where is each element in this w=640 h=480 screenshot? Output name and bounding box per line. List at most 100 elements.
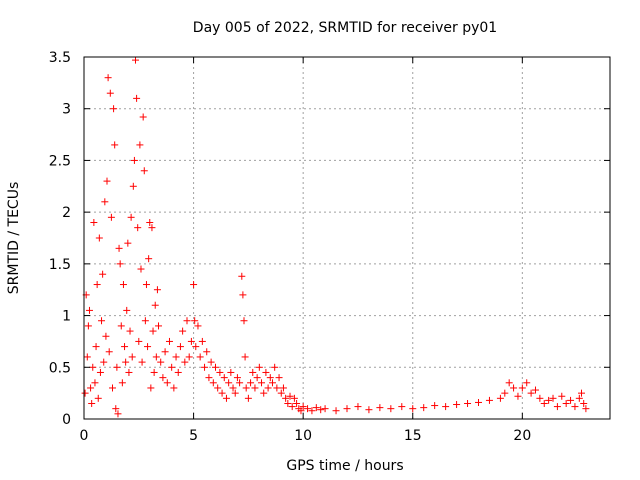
data-point xyxy=(116,260,124,268)
data-point xyxy=(125,368,133,376)
data-point xyxy=(93,281,101,289)
data-point xyxy=(218,389,226,397)
data-point xyxy=(198,337,206,345)
y-tick-label: 1.5 xyxy=(49,257,71,273)
data-point xyxy=(227,368,235,376)
data-point xyxy=(170,384,178,392)
x-tick-label: 10 xyxy=(294,428,312,444)
x-tick-label: 15 xyxy=(404,428,422,444)
data-point xyxy=(201,363,209,371)
data-point xyxy=(161,348,169,356)
data-point xyxy=(138,358,146,366)
axis-ticks xyxy=(83,56,610,420)
data-point xyxy=(231,389,239,397)
data-point xyxy=(251,384,259,392)
data-point xyxy=(150,368,158,376)
data-point xyxy=(142,281,150,289)
data-point xyxy=(183,317,191,325)
data-point xyxy=(420,404,428,412)
data-point xyxy=(567,396,575,404)
data-point xyxy=(240,317,248,325)
data-point xyxy=(242,384,250,392)
data-point xyxy=(98,317,106,325)
data-point xyxy=(387,405,395,413)
data-point xyxy=(233,374,241,382)
data-point xyxy=(214,384,222,392)
data-point xyxy=(95,234,103,242)
data-point xyxy=(321,405,329,413)
y-tick-label: 0 xyxy=(62,412,71,428)
data-point xyxy=(110,105,118,113)
data-point xyxy=(149,327,157,335)
data-point xyxy=(485,396,493,404)
data-point xyxy=(84,322,92,330)
data-point xyxy=(258,379,266,387)
data-point xyxy=(549,394,557,402)
grid xyxy=(84,57,610,419)
y-tick-labels: 0 0.5 1 1.5 2 2.5 3 3.5 xyxy=(49,50,71,428)
data-point xyxy=(304,405,312,413)
data-point xyxy=(308,407,316,415)
data-point xyxy=(99,270,107,278)
data-point xyxy=(89,363,97,371)
data-point xyxy=(207,358,215,366)
data-point xyxy=(255,363,263,371)
data-point xyxy=(140,167,148,175)
x-tick-labels: 0 5 10 15 20 xyxy=(80,428,532,444)
data-point xyxy=(115,244,123,252)
y-tick-label: 2 xyxy=(62,205,71,221)
data-point xyxy=(134,224,142,232)
data-point xyxy=(102,332,110,340)
data-point xyxy=(163,379,171,387)
data-point xyxy=(124,239,132,247)
data-point xyxy=(111,141,119,149)
data-point xyxy=(191,317,199,325)
data-point xyxy=(453,401,461,409)
data-point xyxy=(123,306,131,314)
data-point xyxy=(409,405,417,413)
data-point xyxy=(121,343,129,351)
data-point xyxy=(117,322,125,330)
data-point xyxy=(85,306,93,314)
data-point xyxy=(354,403,362,411)
data-point xyxy=(187,337,195,345)
data-point xyxy=(431,402,439,410)
data-point xyxy=(343,405,351,413)
x-tick-label: 20 xyxy=(513,428,531,444)
data-point xyxy=(165,337,173,345)
data-point xyxy=(122,358,130,366)
data-point xyxy=(536,394,544,402)
data-point xyxy=(514,392,522,400)
data-point xyxy=(442,403,450,411)
data-point xyxy=(282,394,290,402)
data-point xyxy=(288,403,296,411)
data-point xyxy=(87,384,95,392)
data-point xyxy=(132,56,140,64)
data-point xyxy=(96,368,104,376)
data-point xyxy=(527,389,535,397)
data-point xyxy=(545,396,553,404)
data-point xyxy=(260,389,268,397)
data-point xyxy=(81,389,89,397)
data-point xyxy=(241,353,249,361)
data-point xyxy=(264,384,272,392)
data-point xyxy=(249,368,257,376)
y-tick-label: 2.5 xyxy=(49,153,71,169)
data-point xyxy=(284,399,292,407)
x-axis-label: GPS time / hours xyxy=(286,458,403,474)
data-point xyxy=(203,348,211,356)
data-point xyxy=(176,343,184,351)
data-point xyxy=(92,343,100,351)
y-tick-label: 1 xyxy=(62,309,71,325)
data-point xyxy=(133,94,141,102)
data-point xyxy=(130,156,138,164)
data-point xyxy=(105,348,113,356)
data-point xyxy=(286,392,294,400)
data-point xyxy=(244,394,252,402)
data-point xyxy=(553,403,561,411)
data-point xyxy=(496,394,504,402)
data-point xyxy=(266,374,274,382)
data-point xyxy=(290,394,298,402)
data-point xyxy=(229,384,237,392)
data-point xyxy=(531,386,539,394)
